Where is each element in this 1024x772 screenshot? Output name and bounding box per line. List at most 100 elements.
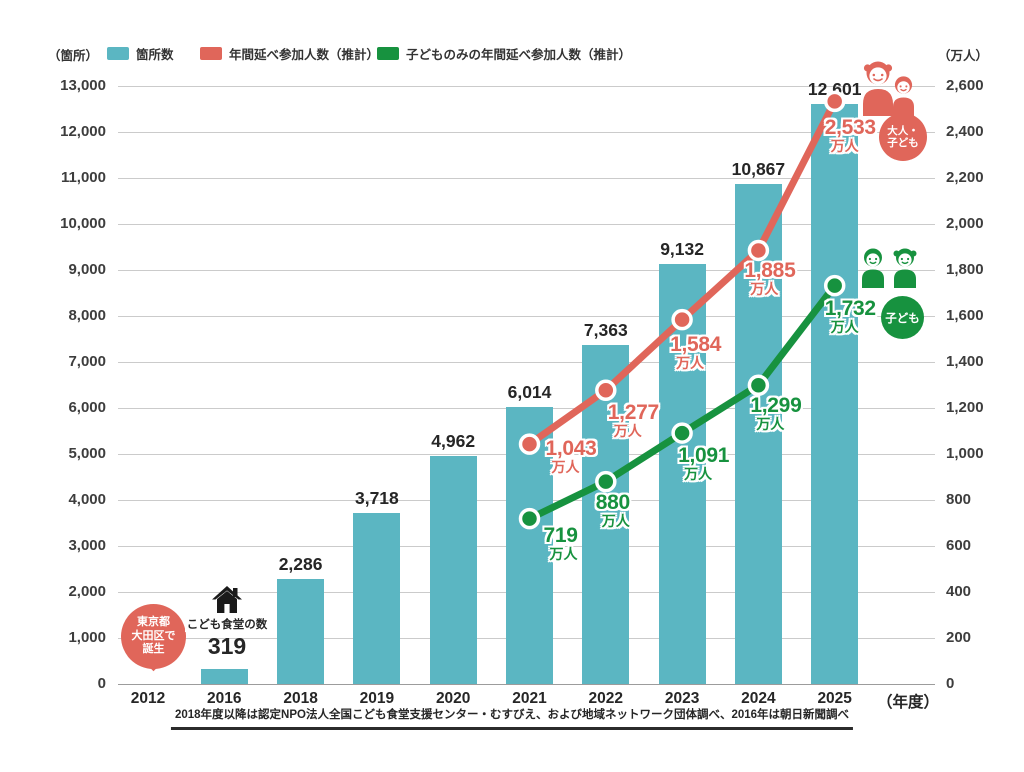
line-series-overlay	[518, 90, 846, 530]
bar-2020	[429, 455, 477, 684]
gridline-8000	[118, 316, 935, 317]
point-label-value: 1,091	[678, 444, 730, 468]
y-tick-left-10000: 10,000	[60, 215, 106, 232]
point-label-2024: 1,299 万人	[750, 395, 801, 432]
y-tick-left-9000: 9,000	[68, 261, 106, 278]
point-label-2022: 1,277 万人	[608, 402, 659, 439]
bar-value-label-2024: 10,867	[731, 159, 786, 180]
y-tick-right-2000: 2,000	[946, 215, 984, 232]
y-tick-left-6000: 6,000	[68, 399, 106, 416]
y-tick-right-2600: 2,600	[946, 77, 984, 94]
data-point-2023	[671, 422, 693, 444]
point-label-unit: 万人	[549, 545, 578, 562]
data-point-2021	[518, 507, 541, 530]
point-label-2021: 719 万人	[544, 524, 578, 562]
left-axis-unit: （箇所）	[48, 49, 99, 63]
two-children-icon	[862, 248, 917, 288]
data-point-2023	[671, 308, 693, 331]
data-point-2021	[518, 433, 541, 455]
balloon-line: 誕生	[142, 643, 165, 656]
data-point-2022	[595, 379, 617, 402]
y-tick-right-2200: 2,200	[946, 169, 984, 186]
y-tick-left-11000: 11,000	[60, 169, 106, 186]
balloon-line: 大田区で	[131, 629, 176, 642]
y-tick-right-0: 0	[946, 675, 955, 692]
badge-line: 子ども	[887, 137, 919, 149]
y-tick-left-1000: 1,000	[68, 629, 106, 646]
legend-item-children-participants: 子どものみの年間延べ参加人数（推計）	[377, 44, 631, 63]
point-label-value: 1,732	[824, 296, 876, 320]
point-label-value: 1,885	[744, 259, 796, 283]
point-label-unit: 万人	[684, 466, 713, 483]
origin-annotation-balloon: 東京都 大田区で 誕生	[121, 604, 186, 669]
y-tick-right-1200: 1,200	[946, 399, 984, 416]
x-axis-label-2023: 2023	[664, 690, 700, 707]
point-label-value: 880	[595, 490, 630, 514]
y-tick-right-600: 600	[946, 537, 972, 554]
x-axis-label-2019: 2019	[359, 690, 395, 707]
point-label-value: 2,533	[824, 116, 876, 140]
y-tick-left-7000: 7,000	[68, 353, 106, 370]
point-label-unit: 万人	[750, 281, 779, 298]
point-label-2023: 1,091 万人	[678, 445, 729, 482]
legend-swatch-children-line	[377, 47, 399, 60]
y-tick-right-400: 400	[946, 583, 972, 600]
point-label-value: 1,043	[545, 437, 597, 461]
gridline-9000	[118, 270, 935, 271]
bar-value-label-2018: 2,286	[278, 553, 323, 574]
bar-2016	[200, 669, 248, 684]
point-label-2024: 1,885 万人	[744, 260, 795, 297]
y-tick-left-0: 0	[97, 675, 106, 692]
point-label-unit: 万人	[830, 138, 859, 155]
bar-2025	[811, 104, 859, 684]
x-axis-label-2016: 2016	[207, 690, 242, 707]
legend-label: 子どものみの年間延べ参加人数（推計）	[406, 48, 632, 62]
point-label-2021: 1,043 万人	[546, 438, 597, 475]
point-label-2023: 1,584 万人	[670, 333, 721, 371]
x-axis-label-2024: 2024	[741, 690, 776, 707]
bar-value-label-2025: 12,601	[807, 79, 862, 100]
x-axis-unit: （年度）	[876, 694, 939, 711]
legend-item-locations: 箇所数	[107, 44, 174, 63]
y-tick-right-1400: 1,400	[946, 353, 984, 370]
y-tick-left-4000: 4,000	[68, 491, 106, 508]
children-badge: 子ども	[881, 296, 924, 339]
gridline-11000	[118, 178, 935, 179]
y-tick-right-1800: 1,800	[946, 261, 984, 278]
bar-value-label-2020: 4,962	[431, 430, 476, 451]
data-point-2025	[823, 274, 846, 297]
point-label-value: 1,277	[607, 401, 659, 425]
x-axis-label-2018: 2018	[283, 690, 318, 707]
badge-line: 子ども	[885, 312, 920, 325]
legend-swatch-adults-line	[200, 47, 222, 60]
legend-label: 年間延べ参加人数（推計）	[229, 48, 380, 62]
y-tick-left-13000: 13,000	[60, 77, 106, 94]
legend-item-total-participants: 年間延べ参加人数（推計）	[200, 44, 379, 63]
bar-value-label-2021: 6,014	[507, 382, 552, 403]
data-point-2025	[823, 90, 846, 113]
badge-line: 大人・	[887, 125, 919, 137]
gridline-10000	[118, 224, 935, 225]
point-label-unit: 万人	[676, 354, 705, 371]
point-label-2025: 1,732 万人	[824, 296, 876, 335]
adults-children-badge: 大人・ 子ども	[879, 113, 927, 161]
point-label-2025: 2,533 万人	[825, 117, 876, 154]
legend-label: 箇所数	[136, 48, 174, 62]
x-axis-label-2012: 2012	[130, 690, 166, 707]
bar-value-label-2019: 3,718	[354, 487, 399, 508]
balloon-line: 東京都	[137, 616, 170, 629]
bar-2019	[353, 512, 401, 684]
house-count-annotation: こども食堂の数 319	[177, 586, 277, 659]
bar-value-label-2022: 7,363	[583, 320, 628, 341]
footnote: 2018年度以降は認定NPO法人全国こども食堂支援センター・むすびえ、および地域…	[170, 706, 854, 730]
gridline-0	[118, 684, 935, 685]
y-tick-right-1000: 1,000	[946, 445, 984, 462]
y-tick-right-1600: 1,600	[946, 307, 984, 324]
y-tick-right-800: 800	[946, 491, 972, 508]
y-tick-right-200: 200	[946, 629, 972, 646]
data-point-2024	[747, 239, 770, 262]
point-label-2022: 880 万人	[595, 490, 630, 529]
legend-swatch-bar	[107, 47, 129, 60]
point-label-unit: 万人	[613, 423, 642, 440]
